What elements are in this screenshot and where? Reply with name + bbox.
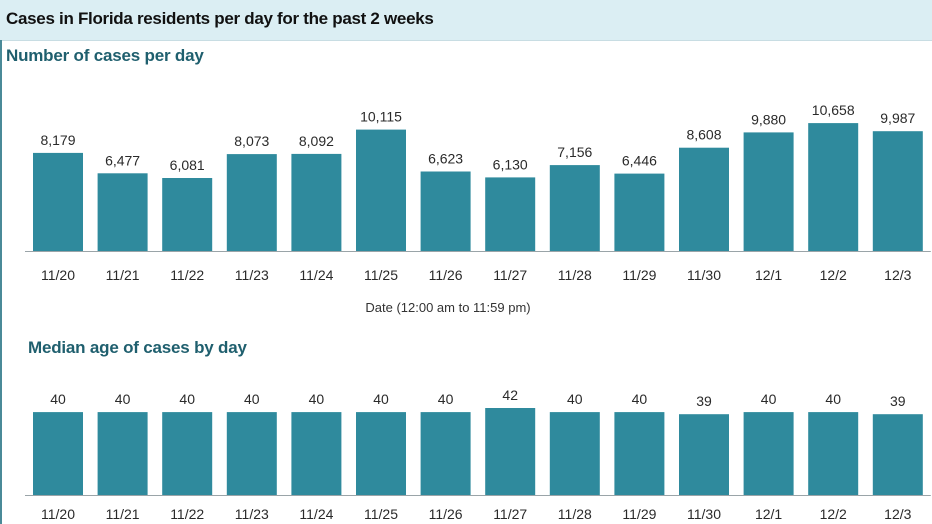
cases-tick-label-5: 11/25 [364,267,398,283]
age-value-label-0: 40 [50,391,66,407]
cases-bar-2 [162,178,213,251]
age-value-label-6: 40 [438,391,454,407]
cases-bar-7 [485,177,536,251]
median-age-chart: 40 11/20 40 11/21 40 11/22 40 11/23 40 11/24 40 11/… [25,387,931,522]
age-tick-label-4: 11/24 [299,506,333,522]
age-tick-label-6: 11/26 [429,506,463,522]
age-value-label-8: 40 [567,391,583,407]
age-tick-label-7: 11/27 [493,506,527,522]
cases-bar-13 [872,131,923,251]
cases-bar-11 [743,132,794,251]
age-bar-3 [226,412,277,495]
cases-value-label-13: 9,987 [880,110,915,126]
cases-value-label-7: 6,130 [493,156,528,172]
cases-bar-10 [679,147,729,251]
cases-bar-9 [614,173,665,251]
age-value-label-12: 40 [825,391,841,407]
age-bar-12 [808,412,859,495]
cases-value-label-5: 10,115 [360,109,402,125]
age-tick-label-2: 11/22 [170,506,204,522]
cases-bar-6 [420,171,471,251]
age-bar-8 [549,412,600,495]
age-tick-label-8: 11/28 [558,506,592,522]
cases-value-label-4: 8,092 [299,133,334,149]
cases-tick-label-3: 11/23 [235,267,269,283]
age-bar-6 [420,412,471,495]
cases-value-label-3: 8,073 [234,133,269,149]
age-bar-9 [614,412,665,495]
cases-chart-title: Number of cases per day [6,46,204,65]
cases-tick-label-9: 11/29 [622,267,656,283]
age-tick-label-11: 12/1 [755,506,782,522]
page-title: Cases in Florida residents per day for t… [6,9,434,28]
cases-tick-label-10: 11/30 [687,267,721,283]
age-value-label-13: 39 [890,393,906,409]
cases-tick-label-0: 11/20 [41,267,75,283]
cases-bar-4 [291,153,342,251]
age-bar-0 [33,412,83,495]
age-tick-label-12: 12/2 [820,506,847,522]
cases-value-label-9: 6,446 [622,153,657,169]
cases-value-label-1: 6,477 [105,152,140,168]
header-bar: Cases in Florida residents per day for t… [0,0,932,41]
cases-bar-0 [33,152,83,251]
age-value-label-7: 42 [502,387,518,403]
age-bar-10 [679,414,729,495]
cases-value-label-12: 10,658 [812,102,855,118]
cases-value-label-0: 8,179 [40,132,75,148]
cases-value-label-10: 8,608 [686,127,721,143]
age-value-label-11: 40 [761,391,777,407]
age-value-label-3: 40 [244,391,260,407]
age-bar-11 [743,412,794,495]
age-value-label-4: 40 [309,391,325,407]
cases-tick-label-1: 11/21 [106,267,140,283]
age-bar-5 [356,412,406,495]
cases-value-label-8: 7,156 [557,144,592,160]
cases-bar-1 [97,173,148,251]
age-tick-label-9: 11/29 [622,506,656,522]
age-value-label-5: 40 [373,391,389,407]
cases-tick-label-6: 11/26 [429,267,463,283]
cases-tick-label-8: 11/28 [558,267,592,283]
cases-bar-3 [226,154,277,251]
age-tick-label-13: 12/3 [884,506,911,522]
cases-x-axis-label: Date (12:00 am to 11:59 pm) [365,300,530,315]
cases-tick-label-4: 11/24 [299,267,333,283]
cases-bar-8 [549,165,600,251]
cases-tick-label-2: 11/22 [170,267,204,283]
age-bar-1 [97,412,148,495]
age-tick-label-5: 11/25 [364,506,398,522]
age-bar-4 [291,412,342,495]
cases-bar-5 [356,129,406,251]
cases-tick-label-7: 11/27 [493,267,527,283]
age-tick-label-0: 11/20 [41,506,75,522]
cases-value-label-6: 6,623 [428,151,463,167]
age-value-label-10: 39 [696,393,712,409]
left-rule [0,40,2,524]
age-bar-13 [872,414,923,495]
cases-chart: 8,179 11/20 6,477 11/21 6,081 11/22 8,073 11/23… [25,102,931,283]
cases-bar-12 [808,123,859,251]
age-bar-7 [485,408,536,495]
age-bar-2 [162,412,213,495]
cases-value-label-11: 9,880 [751,111,786,127]
age-value-label-1: 40 [115,391,131,407]
cases-tick-label-11: 12/1 [755,267,782,283]
cases-value-label-2: 6,081 [170,157,205,173]
age-tick-label-3: 11/23 [235,506,269,522]
cases-tick-label-13: 12/3 [884,267,911,283]
cases-tick-label-12: 12/2 [820,267,847,283]
age-tick-label-10: 11/30 [687,506,721,522]
age-value-label-9: 40 [632,391,648,407]
age-chart-title: Median age of cases by day [28,338,247,357]
age-tick-label-1: 11/21 [106,506,140,522]
age-value-label-2: 40 [179,391,195,407]
